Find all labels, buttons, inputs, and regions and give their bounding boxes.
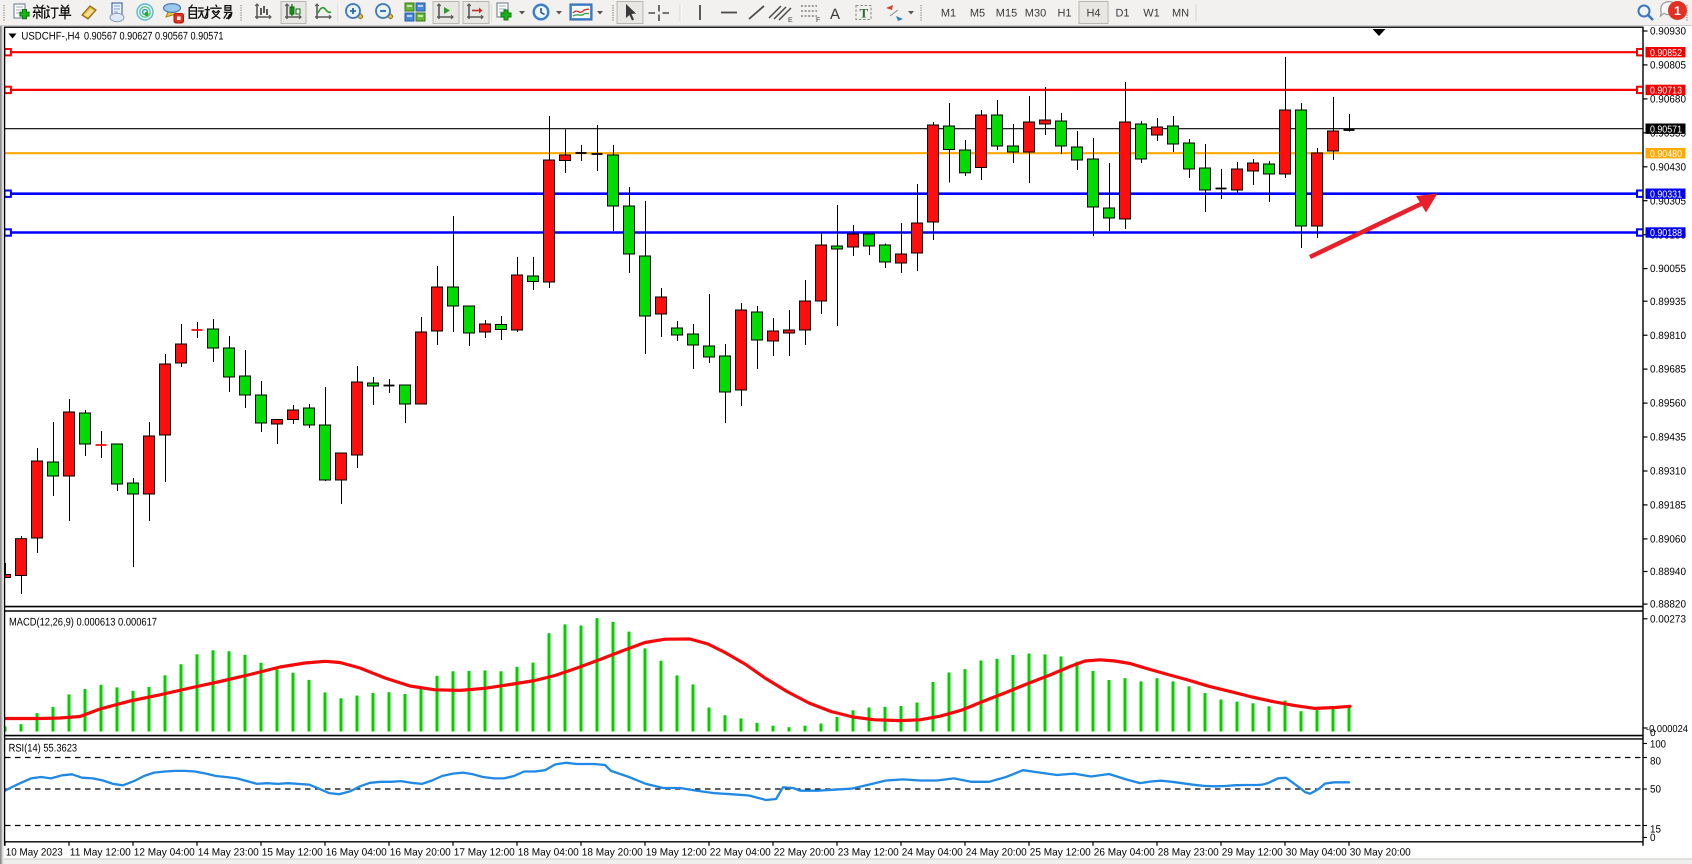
svg-text:26 May 04:00: 26 May 04:00: [1094, 846, 1155, 858]
svg-text:30 May 20:00: 30 May 20:00: [1350, 846, 1411, 858]
svg-text:23 May 12:00: 23 May 12:00: [838, 846, 899, 858]
svg-text:24 May 20:00: 24 May 20:00: [966, 846, 1027, 858]
svg-text:16 May 20:00: 16 May 20:00: [390, 846, 451, 858]
svg-text:0.89935: 0.89935: [1650, 296, 1686, 308]
svg-text:H1: H1: [1057, 8, 1071, 20]
svg-text:T: T: [860, 6, 869, 21]
svg-text:15: 15: [1650, 823, 1661, 835]
svg-text:E: E: [788, 17, 793, 24]
svg-text:11 May 12:00: 11 May 12:00: [70, 846, 131, 858]
svg-text:0.90680: 0.90680: [1650, 94, 1686, 106]
svg-text:0.90852: 0.90852: [1650, 48, 1682, 59]
svg-text:H4: H4: [1086, 8, 1100, 20]
svg-text:M5: M5: [970, 8, 985, 20]
svg-text:28 May 23:00: 28 May 23:00: [1158, 846, 1219, 858]
svg-text:14 May 23:00: 14 May 23:00: [198, 846, 259, 858]
svg-text:0.89810: 0.89810: [1650, 330, 1686, 342]
svg-text:0.90331: 0.90331: [1650, 189, 1682, 200]
svg-text:M30: M30: [1025, 8, 1046, 20]
svg-text:0.90567 0.90627 0.90567 0.9057: 0.90567 0.90627 0.90567 0.90571: [84, 31, 224, 43]
svg-text:17 May 12:00: 17 May 12:00: [454, 846, 515, 858]
svg-text:30 May 04:00: 30 May 04:00: [1286, 846, 1347, 858]
svg-text:0.89435: 0.89435: [1650, 432, 1686, 444]
svg-text:0.89560: 0.89560: [1650, 398, 1686, 410]
svg-text:M15: M15: [996, 8, 1017, 20]
svg-text:-0.000024: -0.000024: [1646, 724, 1688, 735]
svg-text:22 May 20:00: 22 May 20:00: [774, 846, 835, 858]
svg-text:0.90188: 0.90188: [1650, 228, 1682, 239]
svg-text:A: A: [830, 6, 840, 23]
svg-text:F: F: [816, 17, 820, 24]
svg-text:18 May 20:00: 18 May 20:00: [582, 846, 643, 858]
svg-text:D1: D1: [1115, 8, 1129, 20]
svg-text:0.00273: 0.00273: [1650, 613, 1686, 625]
svg-text:0.90713: 0.90713: [1650, 86, 1682, 97]
svg-text:W1: W1: [1143, 8, 1160, 20]
svg-text:15 May 12:00: 15 May 12:00: [262, 846, 323, 858]
svg-text:0.89310: 0.89310: [1650, 466, 1686, 478]
svg-text:0.89185: 0.89185: [1650, 500, 1686, 512]
svg-text:0.88820: 0.88820: [1650, 599, 1686, 611]
svg-text:19 May 12:00: 19 May 12:00: [646, 846, 707, 858]
svg-text:22 May 04:00: 22 May 04:00: [710, 846, 771, 858]
svg-text:80: 80: [1650, 755, 1661, 767]
svg-text:50: 50: [1650, 783, 1661, 795]
svg-text:0.88940: 0.88940: [1650, 566, 1686, 578]
svg-text:USDCHF-,H4: USDCHF-,H4: [21, 31, 80, 43]
svg-text:0.90480: 0.90480: [1650, 149, 1682, 160]
svg-text:0.90930: 0.90930: [1650, 26, 1686, 38]
svg-text:MN: MN: [1172, 8, 1189, 20]
svg-text:18 May 04:00: 18 May 04:00: [518, 846, 579, 858]
svg-text:0.90805: 0.90805: [1650, 60, 1686, 72]
svg-text:0.90430: 0.90430: [1650, 161, 1686, 173]
svg-text:0: 0: [1650, 832, 1656, 844]
svg-text:16 May 04:00: 16 May 04:00: [326, 846, 387, 858]
svg-text:1: 1: [1674, 4, 1681, 18]
svg-text:0: 0: [1650, 728, 1656, 739]
svg-text:24 May 04:00: 24 May 04:00: [902, 846, 963, 858]
svg-text:RSI(14) 55.3623: RSI(14) 55.3623: [9, 743, 78, 755]
svg-text:100: 100: [1650, 738, 1666, 750]
svg-text:MACD(12,26,9) 0.000613 0.00061: MACD(12,26,9) 0.000613 0.000617: [9, 617, 157, 629]
svg-text:0.90571: 0.90571: [1650, 124, 1682, 135]
svg-text:29 May 12:00: 29 May 12:00: [1222, 846, 1283, 858]
svg-text:0.89685: 0.89685: [1650, 364, 1686, 376]
svg-text:12 May 04:00: 12 May 04:00: [134, 846, 195, 858]
svg-text:10 May 2023: 10 May 2023: [6, 846, 63, 858]
svg-text:0.89060: 0.89060: [1650, 534, 1686, 546]
svg-text:0.90055: 0.90055: [1650, 263, 1686, 275]
svg-text:25 May 12:00: 25 May 12:00: [1030, 846, 1091, 858]
svg-text:M1: M1: [941, 8, 956, 20]
